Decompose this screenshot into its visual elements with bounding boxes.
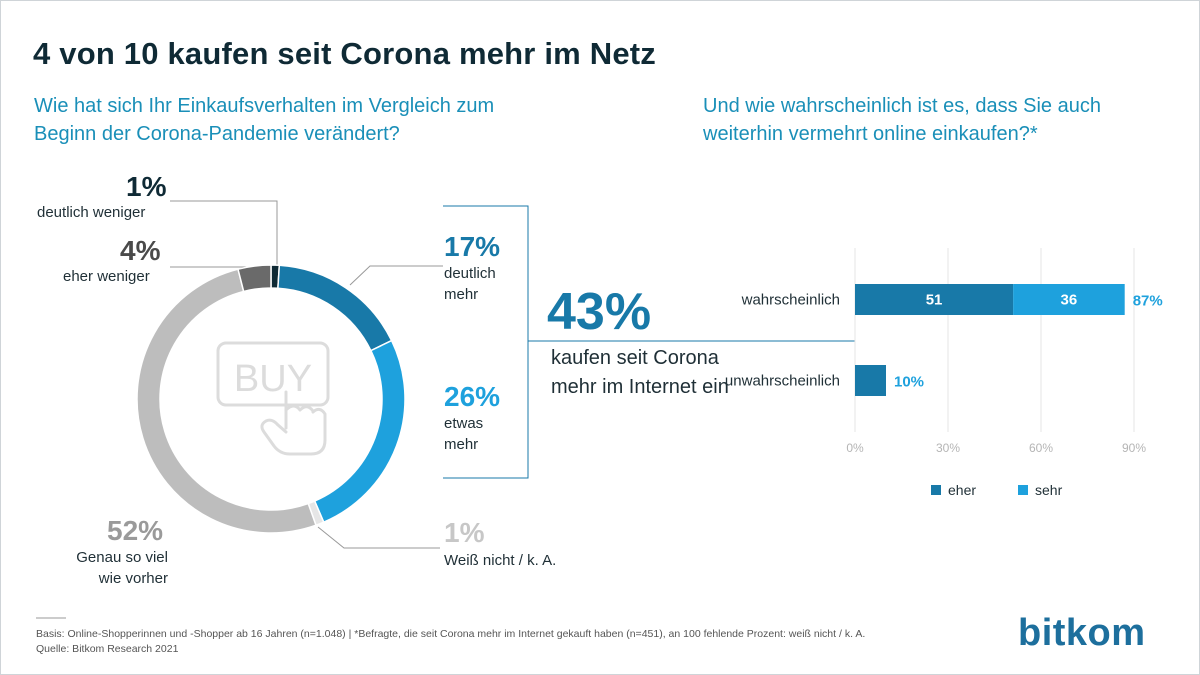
donut-slice-eher-weniger xyxy=(237,264,272,293)
label-weiss-nicht: Weiß nicht / k. A. xyxy=(444,552,557,569)
bar-chart: 0% 30% 60% 90% wahrscheinlich 51 36 87% unwahrsc… xyxy=(725,248,1163,498)
label-deutlich-weniger: deutlich weniger xyxy=(37,204,146,221)
label-value-deutlich-mehr: 17% xyxy=(444,231,501,262)
bar-eher-wahrscheinlich xyxy=(855,284,1014,315)
summary-bracket xyxy=(443,205,855,479)
label-value-genau-so-viel: 52% xyxy=(107,515,164,546)
total-label: 87% xyxy=(1133,293,1163,310)
leader-weiss-nicht xyxy=(317,526,440,549)
x-tick-label: 0% xyxy=(846,441,864,455)
label-eher-weniger: eher weniger xyxy=(63,268,150,285)
leader-deutlich-weniger xyxy=(170,200,278,265)
svg-text:BUY: BUY xyxy=(234,358,312,400)
label-etwas-mehr: etwas mehr xyxy=(444,415,484,453)
page-title: 4 von 10 kaufen seit Corona mehr im Netz xyxy=(33,36,657,71)
question-right: Und wie wahrscheinlich ist es, dass Sie … xyxy=(703,95,1101,145)
footnote-basis: Basis: Online-Shopperinnen und -Shopper … xyxy=(36,628,866,640)
bar-eher-unwahrscheinlich xyxy=(855,365,886,396)
donut-chart xyxy=(136,264,406,534)
buy-hand-icon: BUY xyxy=(216,341,330,456)
legend-label-sehr: sehr xyxy=(1035,482,1063,498)
bar-sehr-wahrscheinlich xyxy=(1013,284,1125,315)
segment-label: 51 xyxy=(926,292,943,309)
segment-label: 36 xyxy=(1061,292,1078,309)
leader-lines xyxy=(170,200,443,549)
footnote: Basis: Online-Shopperinnen und -Shopper … xyxy=(36,627,865,657)
donut-slice-genau-so-viel-wie-vorher xyxy=(136,268,317,534)
legend-label-eher: eher xyxy=(948,482,976,498)
question-left: Wie hat sich Ihr Einkaufsverhalten im Ve… xyxy=(34,95,495,145)
label-value-deutlich-weniger: 1% xyxy=(126,171,167,202)
summary-text: kaufen seit Corona mehr im Internet ein xyxy=(551,347,729,398)
bitkom-logo: bitkom xyxy=(1018,612,1146,654)
label-genau-so-viel: Genau so viel wie vorher xyxy=(76,549,168,587)
label-value-eher-weniger: 4% xyxy=(120,235,161,266)
x-tick-label: 60% xyxy=(1029,441,1053,455)
category-label: unwahrscheinlich xyxy=(725,373,840,390)
donut-slice-deutlich-mehr xyxy=(277,264,393,352)
total-label: 10% xyxy=(894,374,924,391)
label-value-weiss-nicht: 1% xyxy=(444,517,485,548)
legend-swatch-eher xyxy=(931,485,941,495)
legend-swatch-sehr xyxy=(1018,485,1028,495)
summary-value: 43% xyxy=(547,283,652,341)
x-tick-label: 90% xyxy=(1122,441,1146,455)
category-label: wahrscheinlich xyxy=(741,292,840,309)
x-tick-label: 30% xyxy=(936,441,960,455)
label-value-etwas-mehr: 26% xyxy=(444,381,501,412)
footnote-source: Quelle: Bitkom Research 2021 xyxy=(36,643,179,655)
leader-deutlich-mehr xyxy=(349,265,443,286)
label-deutlich-mehr: deutlich mehr xyxy=(444,265,496,303)
